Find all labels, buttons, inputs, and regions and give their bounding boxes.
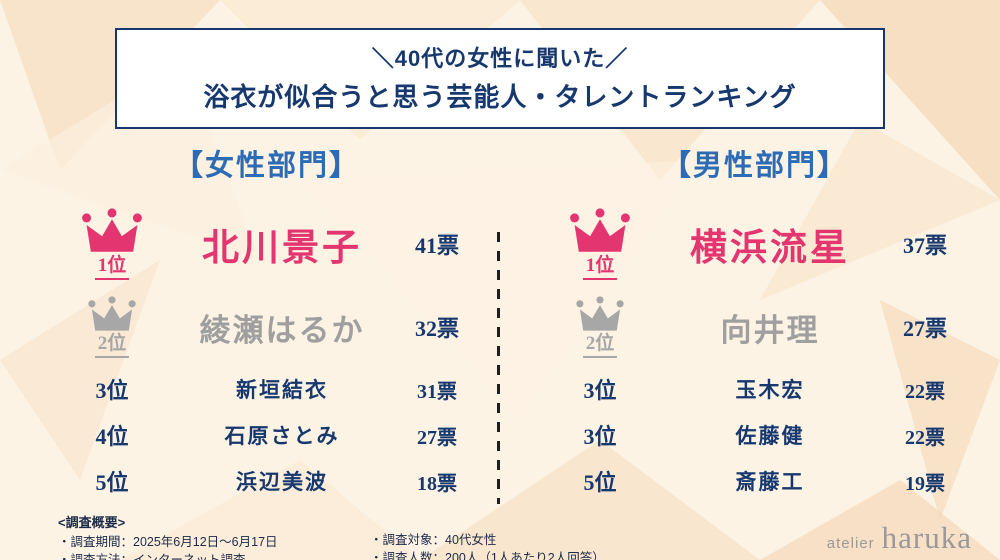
- rank-label: 1位: [94, 250, 130, 280]
- ranking-row: 1位 北川景子 41票: [52, 200, 482, 288]
- vote-count: 22票: [905, 380, 945, 403]
- rank-label: 3位: [95, 378, 129, 403]
- celebrity-name: 石原さとみ: [224, 424, 340, 448]
- rank-2-badge: 2位: [574, 296, 626, 358]
- rank-label: 4位: [95, 424, 129, 449]
- rank-label: 3位: [583, 378, 617, 403]
- title-box: ＼40代の女性に聞いた／ 浴衣が似合うと思う芸能人・タレントランキング: [115, 28, 885, 129]
- rank-1-badge: 1位: [79, 208, 145, 280]
- vote-count: 19票: [905, 472, 945, 495]
- ranking-row: 2位 綾瀬はるか 32票: [52, 288, 482, 366]
- section-heading-men: 【男性部門】: [661, 150, 848, 182]
- rank-label: 1位: [582, 250, 618, 280]
- ranking-row: 3位 佐藤健 22票: [540, 412, 970, 458]
- celebrity-name: 北川景子: [202, 228, 362, 269]
- vote-count: 18票: [417, 472, 457, 495]
- vote-count: 27票: [902, 316, 947, 341]
- survey-summary: <調査概要> ・調査期間：2025年6月12日〜6月17日 ・調査方法：インター…: [58, 512, 605, 560]
- brand-logo: atelier haruka: [827, 520, 972, 556]
- rank-1-badge: 1位: [567, 208, 633, 280]
- section-men: 【男性部門】 1位 横浜流星 37票: [540, 142, 970, 504]
- vote-count: 37票: [902, 233, 947, 258]
- survey-sample-size: ・調査人数：200人（1人あたり2人回答）: [370, 551, 605, 560]
- ranking-row: 2位 向井理 27票: [540, 288, 970, 366]
- celebrity-name: 新垣結衣: [236, 378, 328, 402]
- ranking-row: 5位 斎藤工 19票: [540, 458, 970, 504]
- celebrity-name: 向井理: [720, 312, 820, 348]
- vote-count: 27票: [417, 426, 457, 449]
- ranking-row: 1位 横浜流星 37票: [540, 200, 970, 288]
- celebrity-name: 綾瀬はるか: [199, 312, 365, 348]
- vote-count: 22票: [905, 426, 945, 449]
- rank-label: 5位: [95, 470, 129, 495]
- survey-method: ・調査方法：インターネット調査: [58, 551, 370, 560]
- vote-count: 31票: [417, 380, 457, 403]
- survey-period: ・調査期間：2025年6月12日〜6月17日: [58, 535, 278, 549]
- crown-icon: [88, 296, 136, 331]
- ranking-row: 3位 新垣結衣 31票: [52, 366, 482, 412]
- brand-logo-haruka: haruka: [881, 520, 972, 555]
- ranking-row: 3位 玉木宏 22票: [540, 366, 970, 412]
- survey-target: ・調査対象：40代女性: [370, 533, 497, 547]
- celebrity-name: 玉木宏: [735, 378, 805, 402]
- section-women: 【女性部門】 1位 北川景子 41票: [52, 142, 482, 504]
- center-dashed-divider: [497, 232, 500, 504]
- crown-icon: [570, 208, 630, 252]
- crown-icon: [576, 296, 624, 331]
- ranking-row: 4位 石原さとみ 27票: [52, 412, 482, 458]
- celebrity-name: 浜辺美波: [236, 470, 328, 494]
- vote-count: 41票: [414, 233, 459, 258]
- ranking-rows-women: 1位 北川景子 41票 2位 綾瀬はるか 32票: [52, 200, 482, 504]
- rank-2-badge: 2位: [86, 296, 138, 358]
- ranking-rows-men: 1位 横浜流星 37票 2位 向井理 27票: [540, 200, 970, 504]
- brand-logo-atelier: atelier: [826, 535, 875, 552]
- celebrity-name: 佐藤健: [735, 424, 805, 448]
- ranking-row: 5位 浜辺美波 18票: [52, 458, 482, 504]
- survey-summary-heading: <調査概要>: [58, 515, 126, 530]
- celebrity-name: 斎藤工: [735, 470, 805, 494]
- rank-label: 5位: [583, 470, 617, 495]
- title-subtitle: ＼40代の女性に聞いた／: [371, 46, 629, 71]
- rank-label: 3位: [583, 424, 617, 449]
- rank-label: 2位: [582, 328, 618, 358]
- celebrity-name: 横浜流星: [690, 228, 850, 269]
- vote-count: 32票: [414, 316, 459, 341]
- rank-label: 2位: [94, 328, 130, 358]
- crown-icon: [82, 208, 142, 252]
- section-heading-women: 【女性部門】: [173, 150, 360, 182]
- title-main: 浴衣が似合うと思う芸能人・タレントランキング: [203, 82, 797, 112]
